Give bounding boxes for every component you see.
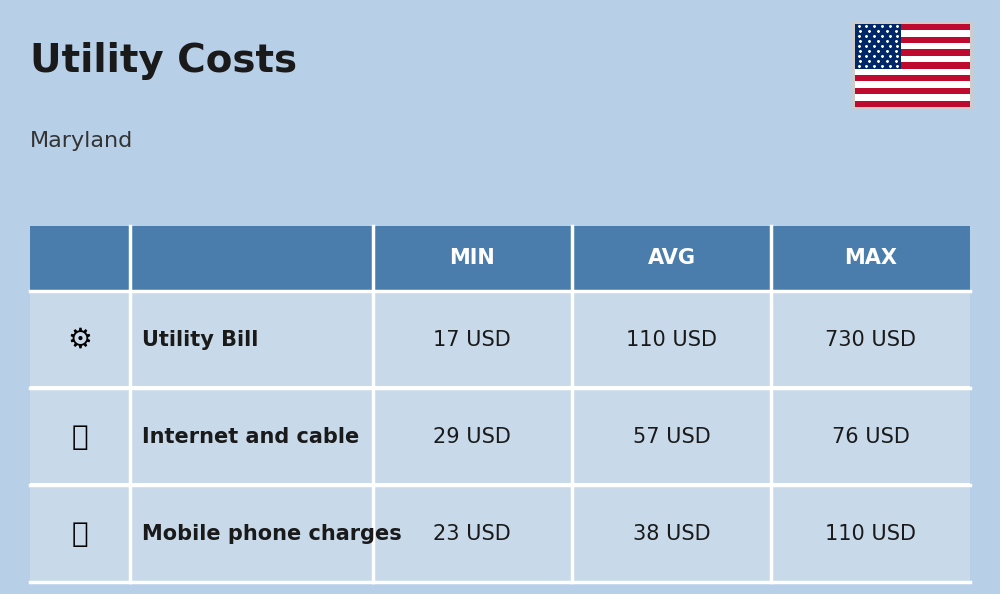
Bar bbox=[855, 30, 970, 37]
Text: Mobile phone charges: Mobile phone charges bbox=[142, 523, 401, 544]
Bar bbox=[855, 81, 970, 88]
Bar bbox=[855, 24, 901, 68]
Bar bbox=[373, 291, 572, 388]
Bar bbox=[30, 484, 970, 488]
Text: Utility Bill: Utility Bill bbox=[142, 330, 258, 350]
Text: MAX: MAX bbox=[844, 248, 897, 268]
Bar bbox=[130, 388, 373, 485]
Text: 110 USD: 110 USD bbox=[626, 330, 717, 350]
Bar bbox=[572, 291, 771, 388]
Bar bbox=[130, 485, 373, 582]
Bar bbox=[30, 226, 970, 291]
Bar bbox=[30, 291, 130, 388]
Bar bbox=[373, 388, 572, 485]
Bar bbox=[30, 386, 970, 390]
Text: AVG: AVG bbox=[647, 248, 695, 268]
Text: 57 USD: 57 USD bbox=[633, 426, 710, 447]
Bar bbox=[130, 291, 373, 388]
Bar bbox=[855, 100, 970, 107]
Bar bbox=[30, 485, 130, 582]
Bar bbox=[572, 485, 771, 582]
Bar bbox=[771, 388, 970, 485]
Text: 110 USD: 110 USD bbox=[825, 523, 916, 544]
Bar bbox=[30, 388, 130, 485]
Bar bbox=[855, 94, 970, 100]
Text: 📱: 📱 bbox=[71, 520, 88, 548]
Bar bbox=[855, 49, 970, 56]
Text: 730 USD: 730 USD bbox=[825, 330, 916, 350]
Bar bbox=[771, 485, 970, 582]
Bar bbox=[771, 291, 970, 388]
Text: MIN: MIN bbox=[449, 248, 495, 268]
Bar bbox=[373, 485, 572, 582]
Text: Internet and cable: Internet and cable bbox=[142, 426, 359, 447]
Text: 17 USD: 17 USD bbox=[433, 330, 511, 350]
Text: Maryland: Maryland bbox=[30, 131, 133, 151]
Text: Utility Costs: Utility Costs bbox=[30, 42, 297, 80]
Bar bbox=[855, 24, 970, 30]
Bar bbox=[855, 56, 970, 62]
Text: 38 USD: 38 USD bbox=[633, 523, 710, 544]
Bar bbox=[855, 37, 970, 43]
Bar bbox=[855, 68, 970, 75]
Bar bbox=[855, 75, 970, 81]
Bar bbox=[855, 43, 970, 49]
Bar bbox=[855, 88, 970, 94]
Text: 23 USD: 23 USD bbox=[433, 523, 511, 544]
Text: ⚙: ⚙ bbox=[67, 326, 92, 353]
Text: 76 USD: 76 USD bbox=[832, 426, 909, 447]
Bar bbox=[572, 388, 771, 485]
Bar bbox=[855, 62, 970, 68]
Text: 29 USD: 29 USD bbox=[433, 426, 511, 447]
Text: 📶: 📶 bbox=[71, 422, 88, 451]
Bar bbox=[852, 22, 973, 109]
